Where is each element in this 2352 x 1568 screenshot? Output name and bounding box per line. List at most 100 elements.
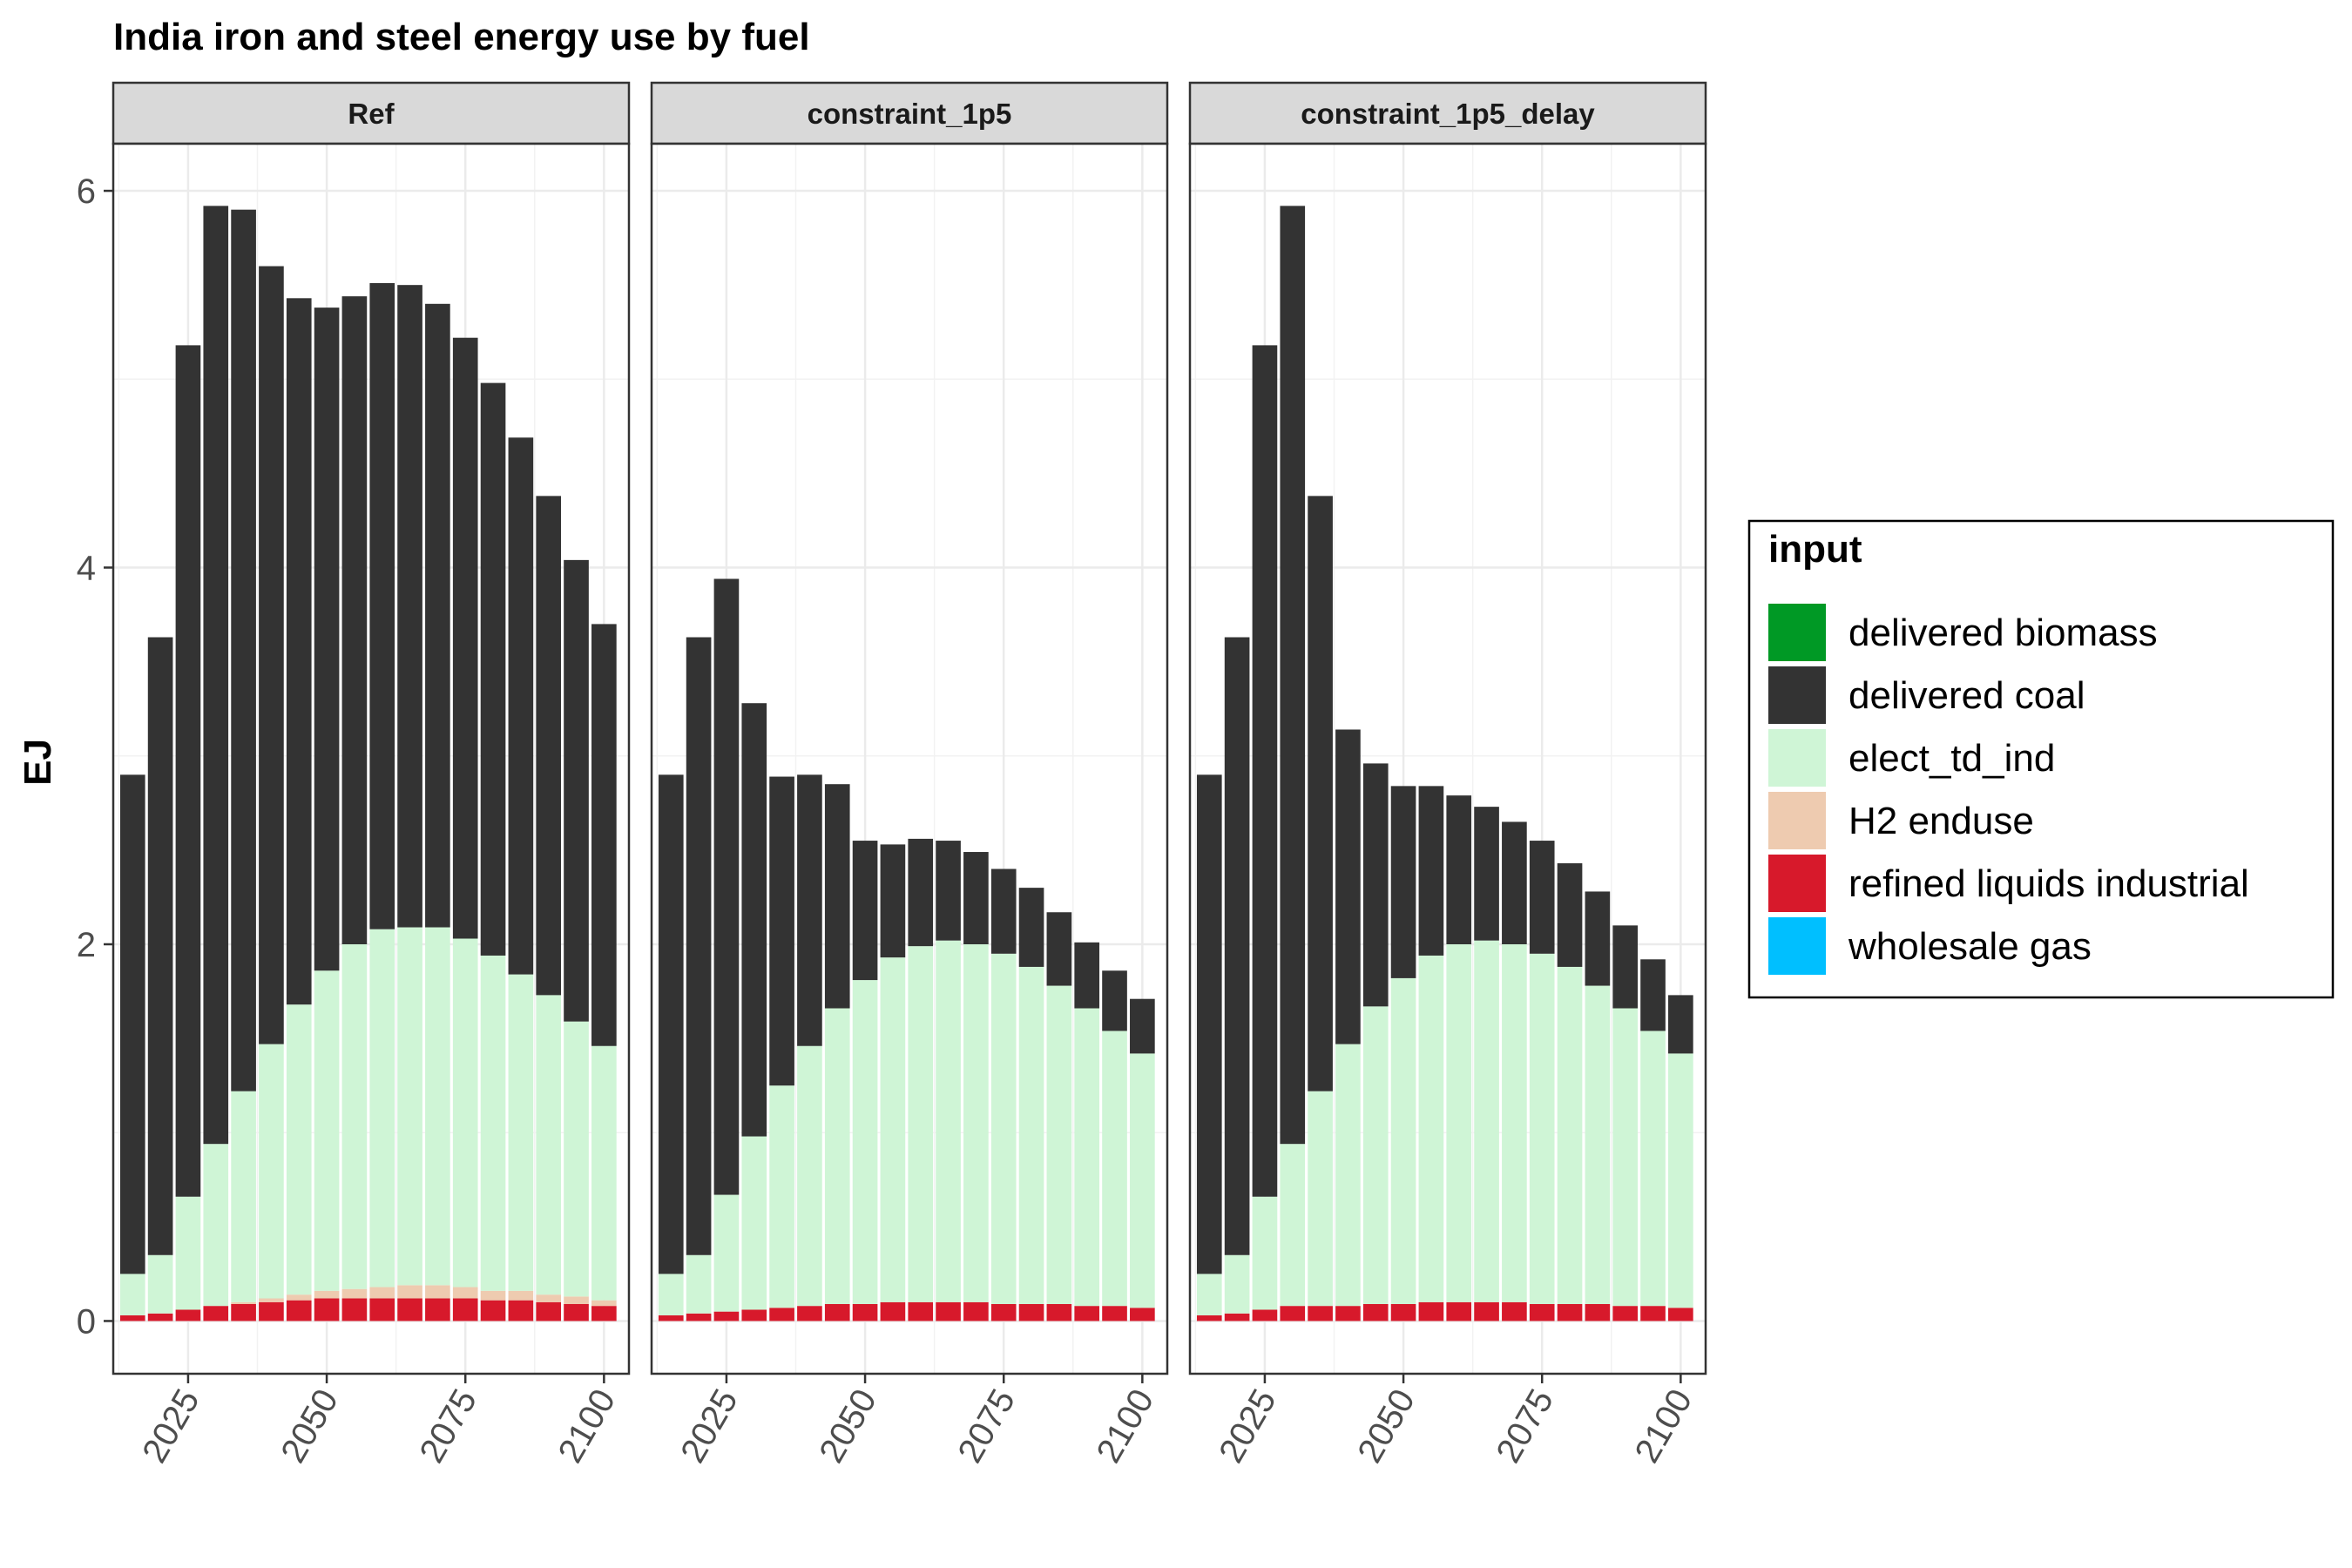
bar-h2-enduse-2055 [341, 1288, 368, 1299]
bar-refined-liquids-industrial-2100 [1130, 1308, 1155, 1321]
bar-delivered-coal-2085 [508, 437, 534, 975]
bar-h2-enduse-2085 [508, 1290, 534, 1301]
bar-refined-liquids-industrial-2075 [1529, 1303, 1555, 1321]
bar-delivered-coal-2035 [231, 209, 256, 1092]
bar-h2-enduse-2095 [564, 1296, 589, 1304]
bar-refined-liquids-industrial-2055 [880, 1301, 906, 1321]
legend-label-elect-td-ind: elect_td_ind [1848, 737, 2055, 780]
bar-elect-td-ind-2070 [425, 927, 450, 1286]
bar-elect-td-ind-2090 [1612, 1008, 1639, 1307]
bar-refined-liquids-industrial-2060 [908, 1301, 934, 1321]
bar-h2-enduse-2075 [452, 1287, 478, 1299]
bar-elect-td-ind-2060 [908, 946, 934, 1302]
bar-delivered-coal-2065 [936, 841, 961, 941]
bar-delivered-coal-2040 [259, 266, 284, 1044]
panel-border [650, 142, 1169, 1375]
bar-refined-liquids-industrial-2040 [1335, 1306, 1361, 1321]
bar-elect-td-ind-2020 [147, 1254, 173, 1314]
bar-delivered-coal-2050 [1390, 786, 1416, 978]
facet-strip [112, 81, 631, 145]
bar-refined-liquids-industrial-2065 [936, 1301, 961, 1321]
bar-refined-liquids-industrial-2085 [1046, 1303, 1072, 1321]
bar-elect-td-ind-2055 [1418, 955, 1444, 1302]
bar-elect-td-ind-2070 [963, 943, 989, 1302]
bar-refined-liquids-industrial-2090 [1074, 1306, 1100, 1321]
legend-swatch-h2-enduse [1768, 792, 1826, 849]
bar-refined-liquids-industrial-2020 [686, 1313, 712, 1321]
bar-delivered-coal-2040 [797, 774, 822, 1046]
bar-delivered-coal-2080 [480, 382, 506, 956]
bar-h2-enduse-2050 [314, 1290, 340, 1299]
bar-elect-td-ind-2085 [508, 974, 534, 1291]
bar-refined-liquids-industrial-2090 [536, 1301, 562, 1321]
legend-swatch-wholesale-gas [1768, 917, 1826, 975]
bar-refined-liquids-industrial-2070 [963, 1301, 989, 1321]
bar-refined-liquids-industrial-2025 [713, 1311, 740, 1321]
bar-delivered-coal-2045 [1362, 763, 1389, 1007]
bar-delivered-coal-2070 [963, 852, 989, 944]
bar-refined-liquids-industrial-2100 [591, 1306, 617, 1321]
bar-delivered-coal-2040 [1335, 729, 1361, 1044]
bar-elect-td-ind-2075 [452, 938, 478, 1288]
bar-refined-liquids-industrial-2040 [259, 1301, 284, 1321]
bar-delivered-coal-2045 [286, 298, 312, 1005]
bar-refined-liquids-industrial-2015 [119, 1315, 145, 1321]
bar-delivered-coal-2020 [686, 637, 712, 1255]
bar-elect-td-ind-2045 [824, 1008, 850, 1304]
bar-refined-liquids-industrial-2060 [369, 1298, 395, 1321]
bar-delivered-coal-2085 [1585, 891, 1611, 986]
bar-delivered-coal-2075 [452, 337, 478, 939]
bar-delivered-coal-2070 [425, 303, 450, 928]
bar-elect-td-ind-2035 [231, 1091, 256, 1302]
bar-delivered-coal-2095 [564, 559, 589, 1022]
bar-delivered-coal-2045 [824, 784, 850, 1009]
bar-refined-liquids-industrial-2050 [314, 1298, 340, 1321]
bar-refined-liquids-industrial-2050 [852, 1303, 878, 1321]
bar-elect-td-ind-2025 [713, 1194, 740, 1312]
bar-elect-td-ind-2100 [591, 1045, 617, 1301]
bar-elect-td-ind-2025 [175, 1196, 201, 1310]
bar-refined-liquids-industrial-2015 [658, 1315, 684, 1321]
facet-strip-label: Ref [348, 98, 395, 130]
bar-elect-td-ind-2090 [536, 995, 562, 1295]
legend-swatch-refined-liquids-industrial [1768, 855, 1826, 912]
bar-delivered-coal-2075 [1529, 841, 1555, 954]
legend-box [1747, 519, 2335, 999]
bar-refined-liquids-industrial-2095 [1640, 1306, 1666, 1321]
bar-refined-liquids-industrial-2045 [1362, 1303, 1389, 1321]
bar-refined-liquids-industrial-2055 [1418, 1301, 1444, 1321]
panel-border [1188, 142, 1707, 1375]
bar-delivered-coal-2020 [147, 637, 173, 1255]
legend-swatch-elect-td-ind [1768, 729, 1826, 787]
bar-delivered-coal-2055 [1418, 786, 1444, 956]
bar-refined-liquids-industrial-2030 [1280, 1306, 1306, 1321]
bar-refined-liquids-industrial-2025 [1252, 1309, 1278, 1321]
y-tick-label: 0 [77, 1302, 96, 1341]
bar-elect-td-ind-2080 [1557, 966, 1583, 1304]
bar-delivered-coal-2050 [852, 841, 878, 981]
bar-elect-td-ind-2070 [1502, 943, 1527, 1302]
bar-elect-td-ind-2020 [1224, 1254, 1250, 1314]
legend-label-wholesale-gas: wholesale gas [1848, 925, 2092, 968]
bar-elect-td-ind-2080 [480, 955, 506, 1291]
bar-elect-td-ind-2055 [341, 943, 368, 1289]
bar-refined-liquids-industrial-2085 [508, 1300, 534, 1321]
bar-elect-td-ind-2015 [658, 1274, 684, 1315]
bar-refined-liquids-industrial-2050 [1390, 1303, 1416, 1321]
bar-refined-liquids-industrial-2020 [1224, 1313, 1250, 1321]
bar-elect-td-ind-2100 [1130, 1053, 1155, 1308]
bar-refined-liquids-industrial-2035 [1308, 1306, 1333, 1321]
bar-refined-liquids-industrial-2100 [1668, 1308, 1693, 1321]
bar-elect-td-ind-2035 [1308, 1091, 1333, 1307]
bar-delivered-coal-2080 [1018, 888, 1044, 967]
bar-refined-liquids-industrial-2055 [341, 1298, 368, 1321]
bar-elect-td-ind-2030 [1280, 1144, 1306, 1307]
bar-elect-td-ind-2075 [1529, 953, 1555, 1304]
bar-refined-liquids-industrial-2065 [1474, 1301, 1499, 1321]
bar-delivered-coal-2050 [314, 308, 340, 971]
bar-h2-enduse-2080 [480, 1290, 506, 1301]
bar-elect-td-ind-2085 [1046, 985, 1072, 1304]
bar-refined-liquids-industrial-2020 [147, 1313, 173, 1321]
